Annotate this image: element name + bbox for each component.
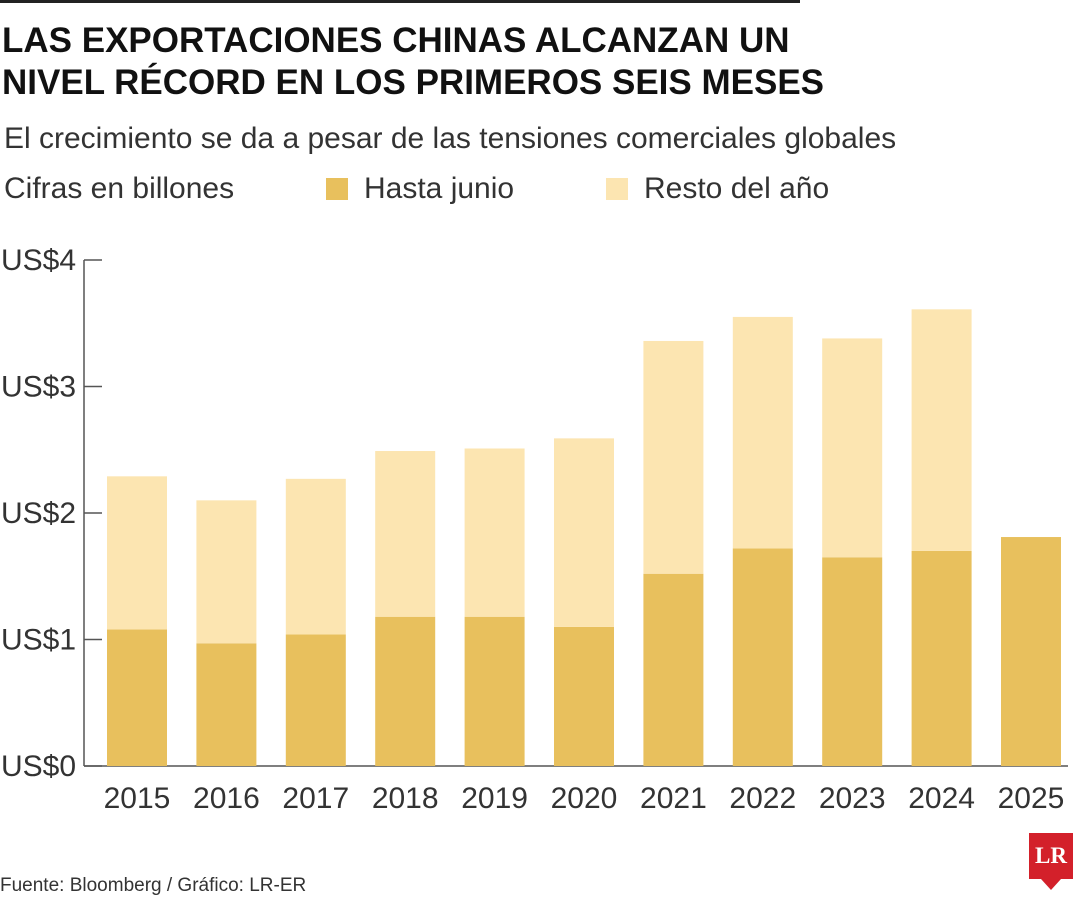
x-tick-label: 2022 bbox=[729, 782, 796, 815]
bar-hasta-junio-2022 bbox=[732, 548, 793, 766]
chart-subtitle: El crecimiento se da a pesar de las tens… bbox=[4, 122, 897, 155]
y-tick-label: US$3 bbox=[1, 371, 76, 404]
bar-hasta-junio-2020 bbox=[554, 626, 614, 766]
bar-hasta-junio-2015 bbox=[107, 629, 167, 766]
x-tick-label: 2023 bbox=[819, 782, 886, 815]
y-tick-label: US$0 bbox=[1, 750, 76, 783]
bar-hasta-junio-2017 bbox=[285, 634, 346, 766]
x-tick-label: 2016 bbox=[193, 782, 260, 815]
legend-item-resto-del-ano: Resto del año bbox=[606, 172, 829, 206]
legend-item-hasta-junio: Hasta junio bbox=[326, 172, 514, 206]
legend-label-hasta-junio: Hasta junio bbox=[364, 172, 515, 205]
legend-swatch-resto-del-ano bbox=[606, 178, 628, 200]
x-tick-label: 2021 bbox=[640, 782, 707, 815]
x-tick-label: 2024 bbox=[908, 782, 975, 815]
bar-resto-del-ano-2019 bbox=[464, 448, 525, 617]
x-tick-label: 2018 bbox=[372, 782, 439, 815]
units-note: Cifras en billones bbox=[4, 172, 235, 205]
bar-hasta-junio-2024 bbox=[911, 550, 972, 766]
y-tick-label: US$1 bbox=[1, 624, 76, 657]
bar-hasta-junio-2021 bbox=[643, 573, 704, 766]
chart-title: LAS EXPORTACIONES CHINAS ALCANZAN UN NIV… bbox=[2, 20, 824, 104]
bar-resto-del-ano-2016 bbox=[196, 500, 257, 644]
bar-resto-del-ano-2018 bbox=[375, 451, 436, 617]
bar-hasta-junio-2019 bbox=[464, 616, 525, 766]
bar-resto-del-ano-2023 bbox=[822, 338, 883, 558]
x-tick-label: 2019 bbox=[461, 782, 528, 815]
chart-title-line-2: NIVEL RÉCORD EN LOS PRIMEROS SEIS MESES bbox=[2, 63, 825, 102]
bar-resto-del-ano-2022 bbox=[732, 316, 793, 549]
bar-hasta-junio-2025 bbox=[1001, 537, 1061, 766]
x-tick-label: 2025 bbox=[998, 782, 1065, 815]
legend-swatch-hasta-junio bbox=[326, 178, 348, 200]
x-tick-label: 2017 bbox=[282, 782, 349, 815]
top-rule bbox=[0, 0, 800, 3]
chart-title-line-1: LAS EXPORTACIONES CHINAS ALCANZAN UN bbox=[2, 21, 790, 60]
bar-resto-del-ano-2020 bbox=[554, 438, 614, 627]
bar-resto-del-ano-2021 bbox=[643, 340, 704, 574]
bar-resto-del-ano-2017 bbox=[285, 478, 346, 635]
bar-resto-del-ano-2024 bbox=[911, 309, 972, 551]
bar-hasta-junio-2018 bbox=[375, 616, 436, 766]
y-tick-label: US$2 bbox=[1, 497, 76, 530]
lr-logo: LR bbox=[1029, 833, 1073, 891]
x-tick-label: 2020 bbox=[551, 782, 618, 815]
bar-hasta-junio-2016 bbox=[196, 643, 257, 766]
source-note: Fuente: Bloomberg / Gráfico: LR-ER bbox=[0, 875, 307, 896]
bar-resto-del-ano-2015 bbox=[107, 476, 167, 630]
bar-hasta-junio-2023 bbox=[822, 557, 883, 766]
y-tick-label: US$4 bbox=[1, 244, 76, 277]
legend-label-resto-del-ano: Resto del año bbox=[644, 172, 830, 205]
lr-logo-mark: LR bbox=[1029, 833, 1073, 879]
x-tick-label: 2015 bbox=[104, 782, 171, 815]
lr-logo-tail bbox=[1041, 879, 1061, 890]
